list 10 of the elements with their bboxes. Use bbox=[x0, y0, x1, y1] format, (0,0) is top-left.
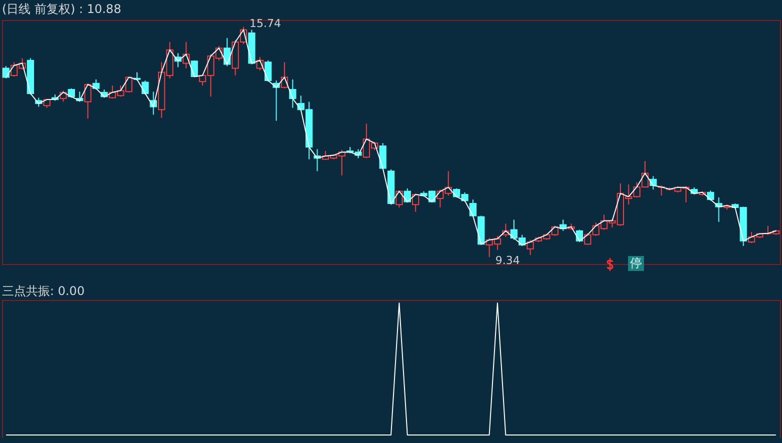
annotation: 停 bbox=[628, 256, 644, 271]
candlestick bbox=[2, 66, 10, 79]
candlestick bbox=[68, 88, 76, 98]
chart-title: 三点共振: 0.00 bbox=[2, 284, 85, 298]
candlestick bbox=[264, 60, 272, 82]
candlestick bbox=[142, 80, 149, 96]
candlestick bbox=[526, 239, 534, 256]
annotation: 15.74 bbox=[250, 16, 282, 30]
chart-title: (日线 前复权) : 10.88 bbox=[2, 2, 122, 16]
annotation: 9.34 bbox=[495, 254, 520, 268]
